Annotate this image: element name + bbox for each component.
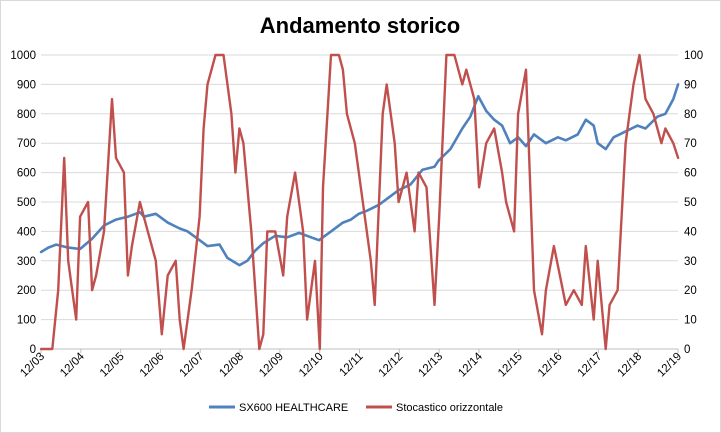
y-right-tick-label: 20 [684, 285, 697, 297]
y-left-tick-label: 600 [17, 168, 36, 180]
y-left-tick-label: 0 [30, 344, 36, 356]
y-right-tick-label: 70 [684, 138, 697, 150]
y-right-tick-label: 30 [684, 256, 697, 268]
chart-title: Andamento storico [260, 13, 460, 38]
y-right-tick-label: 60 [684, 168, 697, 180]
series-lines [39, 53, 680, 351]
legend-label: Stocastico orizzontale [396, 402, 503, 414]
y-right-tick-label: 10 [684, 315, 697, 327]
y-left-tick-label: 700 [17, 138, 36, 150]
y-right-tick-label: 90 [684, 79, 697, 91]
legend: SX600 HEALTHCARE Stocastico orizzontale [209, 402, 503, 414]
y-right-tick-label: 100 [684, 50, 703, 62]
y-left-tick-label: 900 [17, 79, 36, 91]
y-left-tick-label: 200 [17, 285, 36, 297]
y-left-tick-label: 100 [17, 315, 36, 327]
y-right-tick-label: 40 [684, 226, 697, 238]
series-line-2 [39, 53, 680, 351]
y-right-tick-label: 80 [684, 109, 697, 121]
y-left-tick-label: 300 [17, 256, 36, 268]
legend-label: SX600 HEALTHCARE [239, 402, 348, 414]
y-right-tick-label: 50 [684, 197, 697, 209]
y-right-tick-label: 0 [684, 344, 690, 356]
y-left-tick-label: 400 [17, 226, 36, 238]
gridlines [41, 54, 678, 350]
y-left-tick-label: 800 [17, 109, 36, 121]
y-left-tick-label: 1000 [10, 50, 36, 62]
y-left-tick-label: 500 [17, 197, 36, 209]
